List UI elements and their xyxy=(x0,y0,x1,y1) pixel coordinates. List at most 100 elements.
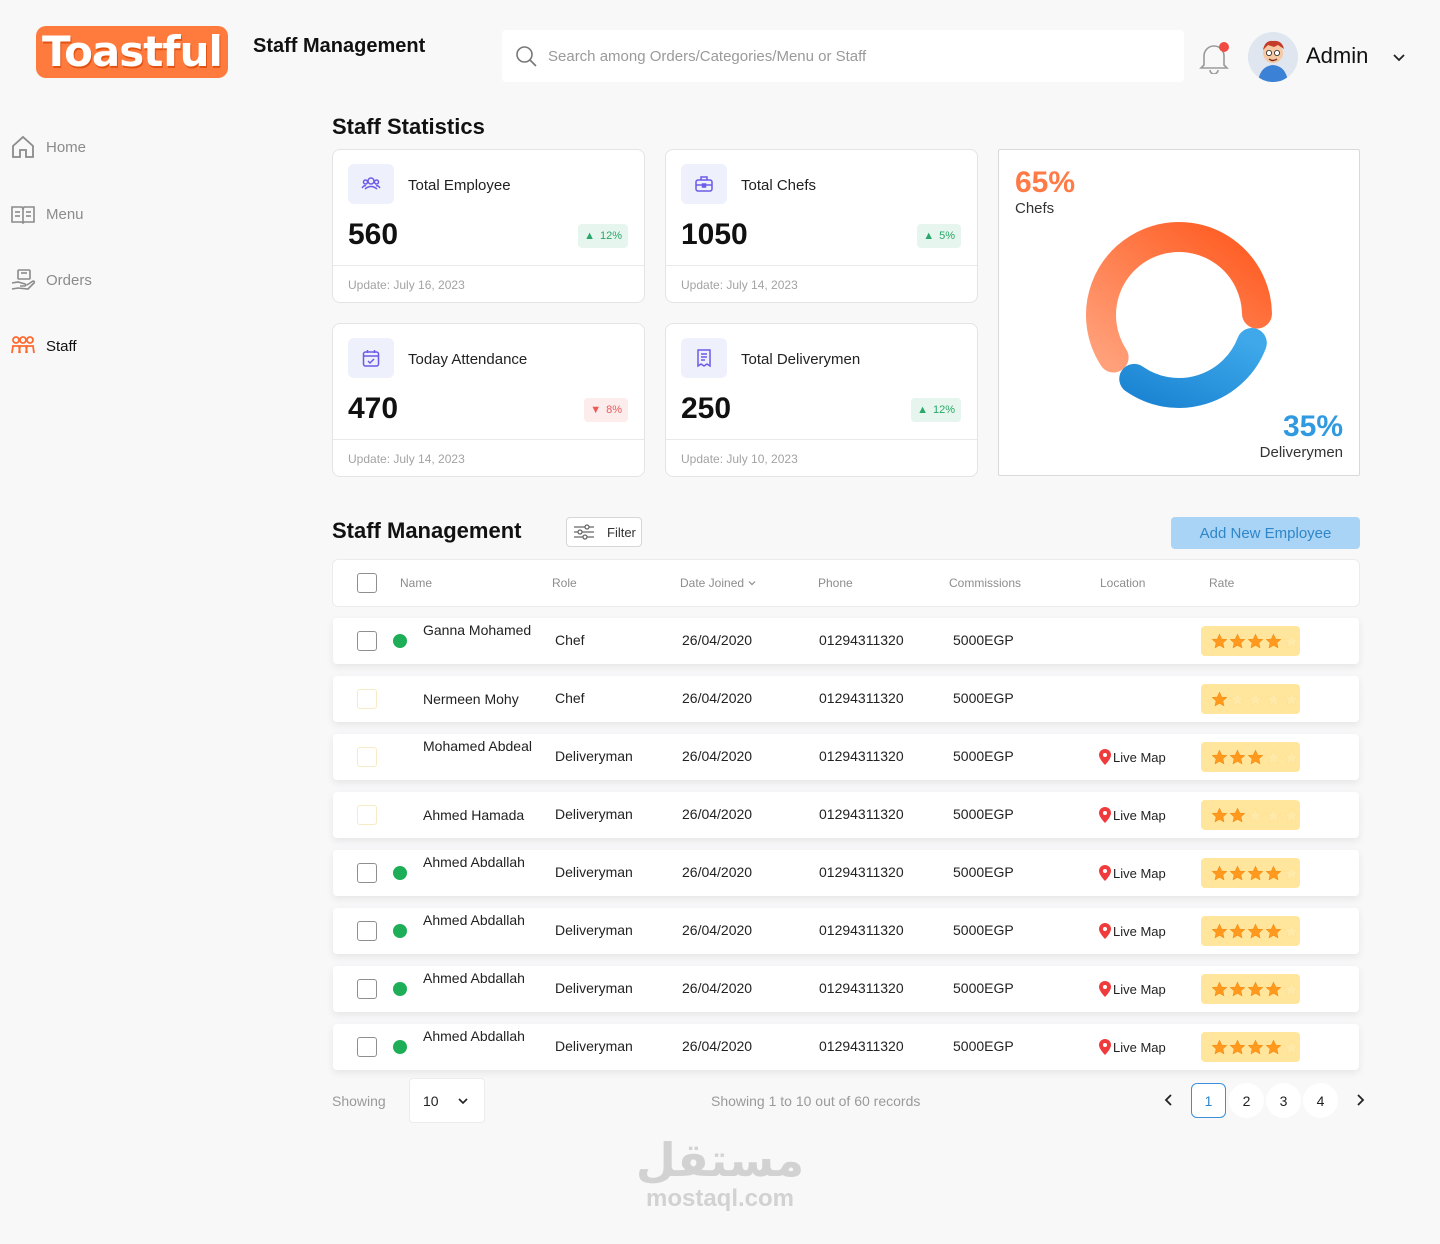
page-size-value: 10 xyxy=(423,1092,439,1109)
row-checkbox[interactable] xyxy=(357,631,377,651)
star-empty-icon xyxy=(1283,865,1300,880)
sidebar-item-menu[interactable]: Menu xyxy=(10,201,84,227)
table-row[interactable]: Nermeen Mohy Chef 26/04/2020 01294311320 500… xyxy=(333,676,1359,722)
employee-phone: 01294311320 xyxy=(819,980,904,996)
column-header-role[interactable]: Role xyxy=(552,576,577,590)
row-checkbox[interactable] xyxy=(357,805,377,825)
employee-commission: 5000EGP xyxy=(953,806,1014,822)
add-new-employee-button[interactable]: Add New Employee xyxy=(1171,517,1360,549)
search-bar[interactable] xyxy=(502,30,1184,82)
user-avatar[interactable] xyxy=(1248,32,1298,82)
page-size-select[interactable]: 10 xyxy=(409,1078,485,1123)
star-filled-icon xyxy=(1247,865,1264,880)
star-filled-icon xyxy=(1229,923,1246,938)
calendar-icon xyxy=(348,338,394,378)
watermark-text: mostaql.com xyxy=(645,1185,795,1212)
user-name[interactable]: Admin xyxy=(1306,43,1369,68)
live-map-link[interactable]: Live Map xyxy=(1099,1039,1166,1055)
page-button-4[interactable]: 4 xyxy=(1303,1083,1338,1118)
showing-label: Showing xyxy=(332,1093,386,1109)
table-row[interactable]: Ahmed Hamada Deliveryman 26/04/2020 0129431… xyxy=(333,792,1359,838)
table-row[interactable]: Mohamed Abdeal Deliveryman 26/04/2020 01294… xyxy=(333,734,1359,780)
date-joined: 26/04/2020 xyxy=(682,864,753,880)
deliverymen-percent: 35% xyxy=(1282,410,1343,443)
location-label: Live Map xyxy=(1113,1039,1166,1055)
star-empty-icon xyxy=(1247,807,1264,822)
management-title: Staff Management xyxy=(332,518,522,543)
trend-badge: ▼ 8% xyxy=(584,398,628,422)
star-filled-icon xyxy=(1229,633,1246,648)
row-checkbox[interactable] xyxy=(357,1037,377,1057)
table-row[interactable]: Ganna Mohamed Chef 26/04/2020 01294311320 50… xyxy=(333,618,1359,664)
column-header-phone[interactable]: Phone xyxy=(818,576,853,590)
stat-label: Today Attendance xyxy=(408,351,528,368)
trend-down-icon: ▼ xyxy=(590,404,602,416)
sidebar-item-home[interactable]: Home xyxy=(10,134,86,160)
notification-bell-icon[interactable] xyxy=(1198,40,1230,74)
column-header-date-joined[interactable]: Date Joined xyxy=(680,576,757,590)
table-row[interactable]: Ahmed Abdallah Deliveryman 26/04/2020 01294… xyxy=(333,1024,1359,1070)
page-button-2[interactable]: 2 xyxy=(1229,1083,1264,1118)
toastful-logo[interactable]: Toastful xyxy=(36,26,228,78)
star-filled-icon xyxy=(1247,1039,1264,1054)
filter-button[interactable]: Filter xyxy=(566,517,642,547)
table-header: Name Role Date Joined Phone Commissions … xyxy=(332,559,1360,607)
chevron-down-icon[interactable] xyxy=(1390,48,1408,66)
page-button-3[interactable]: 3 xyxy=(1266,1083,1301,1118)
row-checkbox[interactable] xyxy=(357,979,377,999)
column-header-label: Date Joined xyxy=(680,576,745,590)
sidebar-item-label: Home xyxy=(46,138,87,156)
map-pin-icon xyxy=(1099,865,1111,881)
row-checkbox[interactable] xyxy=(357,689,377,709)
sliders-icon xyxy=(574,524,594,540)
column-header-commissions[interactable]: Commissions xyxy=(949,576,1022,590)
sidebar-item-label: Staff xyxy=(46,337,77,355)
sidebar-item-staff[interactable]: Staff xyxy=(10,333,77,359)
column-header-name[interactable]: Name xyxy=(400,576,433,590)
row-checkbox[interactable] xyxy=(357,747,377,767)
row-checkbox[interactable] xyxy=(357,921,377,941)
table-row[interactable]: Ahmed Abdallah Deliveryman 26/04/2020 01294… xyxy=(333,850,1359,896)
employee-phone: 01294311320 xyxy=(819,690,904,706)
search-input[interactable] xyxy=(548,47,1148,65)
previous-page-icon[interactable] xyxy=(1160,1091,1178,1109)
employee-role: Deliveryman xyxy=(555,806,633,822)
select-all-checkbox[interactable] xyxy=(357,573,377,593)
stat-value: 560 xyxy=(348,218,399,251)
live-map-link[interactable]: Live Map xyxy=(1099,981,1166,997)
column-header-rate[interactable]: Rate xyxy=(1209,576,1235,590)
date-joined: 26/04/2020 xyxy=(682,1038,753,1054)
trend-up-icon: ▲ xyxy=(584,230,595,242)
staff-ratio-donut-card: 65% Chefs 35% Deliverymen xyxy=(998,149,1360,476)
column-header-location[interactable]: Location xyxy=(1100,576,1146,590)
live-map-link[interactable]: Live Map xyxy=(1099,865,1166,881)
live-map-link[interactable]: Live Map xyxy=(1099,923,1166,939)
live-map-link[interactable]: Live Map xyxy=(1099,749,1166,765)
stats-title: Staff Statistics xyxy=(332,114,485,139)
stat-label: Total Chefs xyxy=(741,177,817,194)
receipt-icon xyxy=(681,338,727,378)
star-filled-icon xyxy=(1211,807,1228,822)
chevron-down-icon xyxy=(458,1097,468,1104)
employee-commission: 5000EGP xyxy=(953,748,1014,764)
employee-role: Deliveryman xyxy=(555,1038,633,1054)
employee-name: Nermeen Mohy xyxy=(423,691,519,707)
sidebar-item-orders[interactable]: Orders xyxy=(10,267,92,293)
stat-card-total-chefs: Total Chefs 1050 ▲ 5% Update: July 14, 20… xyxy=(665,149,978,303)
trend-value: 5% xyxy=(939,230,955,242)
star-filled-icon xyxy=(1265,1039,1282,1054)
star-filled-icon xyxy=(1265,981,1282,996)
rating-stars xyxy=(1201,916,1300,946)
employee-role: Chef xyxy=(555,690,585,706)
map-pin-icon xyxy=(1099,923,1111,939)
divider xyxy=(666,265,977,266)
divider xyxy=(333,439,644,440)
next-page-icon[interactable] xyxy=(1351,1091,1369,1109)
stat-value: 470 xyxy=(348,392,399,425)
table-row[interactable]: Ahmed Abdallah Deliveryman 26/04/2020 01294… xyxy=(333,966,1359,1012)
page-button-1[interactable]: 1 xyxy=(1191,1083,1226,1118)
row-checkbox[interactable] xyxy=(357,863,377,883)
trend-up-icon: ▲ xyxy=(917,404,928,416)
table-row[interactable]: Ahmed Abdallah Deliveryman 26/04/2020 01294… xyxy=(333,908,1359,954)
live-map-link[interactable]: Live Map xyxy=(1099,807,1166,823)
